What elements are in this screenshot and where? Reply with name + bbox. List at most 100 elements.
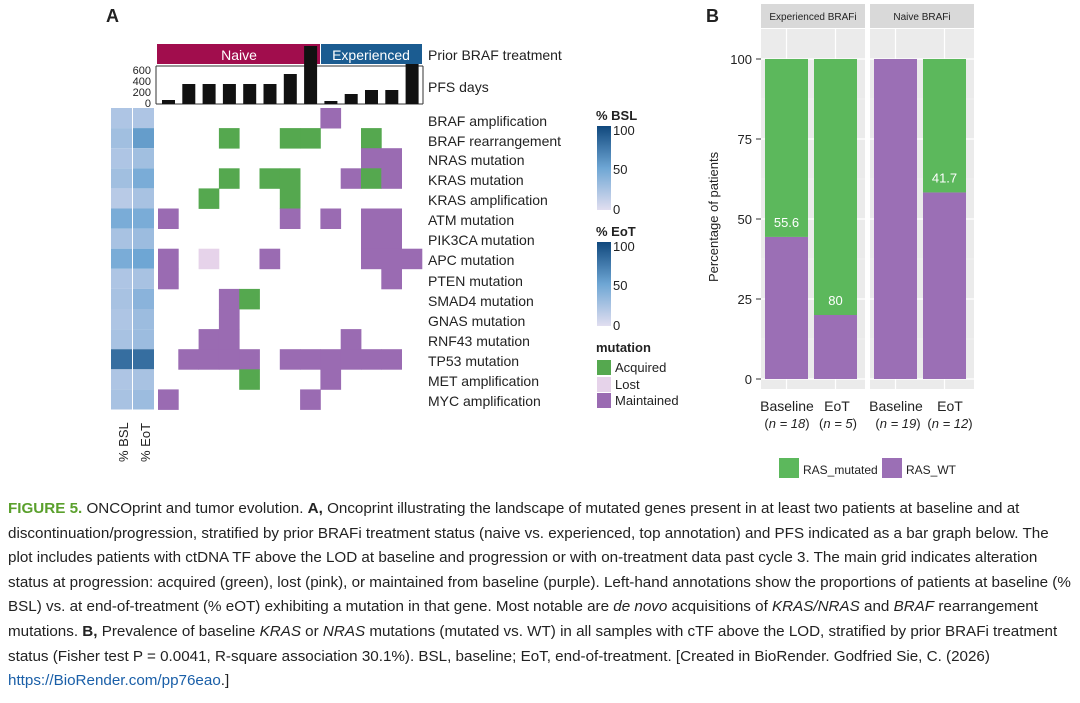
pfs-label: PFS days bbox=[428, 79, 489, 95]
caption-italic: de novo bbox=[613, 598, 668, 616]
caption-link[interactable]: https://BioRender.com/pp76eao bbox=[8, 672, 221, 690]
pct-eot-cell bbox=[133, 329, 154, 350]
pfs-bar bbox=[283, 74, 297, 104]
oncoprint-cell-maintained bbox=[381, 268, 402, 290]
n-label: (n = 12) bbox=[927, 416, 972, 431]
gene-label: GNAS mutation bbox=[428, 313, 525, 329]
legend-bsl-title: % BSL bbox=[596, 108, 637, 123]
legend-eot-tick: 50 bbox=[613, 278, 627, 293]
oncoprint-cell-lost bbox=[198, 248, 220, 270]
pfs-bar bbox=[324, 101, 338, 104]
oncoprint-cell-maintained bbox=[279, 208, 301, 229]
oncoprint-cell-maintained bbox=[158, 248, 179, 270]
pct-bsl-cell bbox=[111, 128, 132, 149]
facet-label-experienced: Experienced BRAFi bbox=[769, 12, 856, 23]
bar-data-label: 55.6 bbox=[774, 215, 799, 230]
gene-label: APC mutation bbox=[428, 252, 514, 268]
caption-text: ONCOprint and tumor evolution. bbox=[82, 500, 308, 517]
percent-columns bbox=[111, 108, 154, 410]
oncoprint-cell-acquired bbox=[279, 168, 301, 189]
pct-bsl-cell bbox=[111, 208, 132, 229]
pfs-bar bbox=[222, 84, 236, 104]
pct-bsl-cell bbox=[111, 148, 132, 169]
oncoprint-cell-maintained bbox=[361, 208, 382, 229]
gene-label: NRAS mutation bbox=[428, 152, 524, 168]
facet-strip-naive bbox=[870, 4, 974, 28]
pfs-bars bbox=[162, 46, 419, 104]
caption-italic: KRAS bbox=[259, 622, 301, 640]
oncoprint-cell-maintained bbox=[279, 349, 301, 370]
y-tick-label: 25 bbox=[738, 292, 752, 307]
oncoprint-cell-acquired bbox=[218, 168, 240, 189]
oncoprint-cell-maintained bbox=[320, 208, 342, 229]
oncoprint-cell-maintained bbox=[320, 369, 342, 390]
oncoprint-cell-maintained bbox=[381, 228, 402, 250]
pct-eot-cell bbox=[133, 288, 154, 309]
oncoprint-cell-acquired bbox=[279, 128, 301, 149]
pfs-bar bbox=[263, 84, 277, 104]
bar-data-label: 80 bbox=[828, 293, 842, 308]
oncoprint-cell-maintained bbox=[158, 268, 179, 290]
panel-a-letter: A bbox=[106, 6, 119, 26]
pct-eot-cell bbox=[133, 168, 154, 189]
legend-maintained-swatch bbox=[597, 393, 611, 408]
oncoprint-cell-maintained bbox=[198, 329, 220, 350]
legend-mutated-label: RAS_mutated bbox=[803, 463, 878, 477]
legend-bsl-tick: 50 bbox=[613, 162, 627, 177]
label-pct-bsl: % BSL bbox=[116, 422, 131, 462]
pfs-bar bbox=[405, 64, 419, 104]
legend-mutation-title: mutation bbox=[596, 340, 651, 355]
facet-strip-experienced bbox=[761, 4, 865, 28]
oncoprint-cell-acquired bbox=[198, 188, 220, 209]
oncoprint-cell-acquired bbox=[361, 128, 382, 149]
panel-b-y-ticks: 100 75 50 25 0 bbox=[730, 52, 761, 387]
oncoprint-cell-maintained bbox=[340, 168, 362, 189]
oncoprint-cell-maintained bbox=[381, 208, 402, 229]
pfs-bar bbox=[182, 84, 196, 104]
gene-label: RNF43 mutation bbox=[428, 333, 530, 349]
x-label-eot-exp: EoT bbox=[824, 398, 850, 414]
oncoprint-cell-acquired bbox=[361, 168, 382, 189]
oncoprint-cell-acquired bbox=[218, 128, 240, 149]
oncoprint-cell-maintained bbox=[361, 228, 382, 250]
oncoprint-cell-maintained bbox=[401, 248, 423, 270]
pct-bsl-cell bbox=[111, 349, 132, 370]
gene-label: KRAS amplification bbox=[428, 192, 548, 208]
oncoprint-cell-maintained bbox=[239, 349, 260, 370]
gene-label: PTEN mutation bbox=[428, 273, 523, 289]
pfs-bar bbox=[202, 84, 216, 104]
legend-wt-label: RAS_WT bbox=[906, 463, 957, 477]
legend-maintained-label: Maintained bbox=[615, 393, 679, 408]
oncoprint-cell-maintained bbox=[218, 329, 240, 350]
pct-eot-cell bbox=[133, 128, 154, 149]
oncoprint-cell-acquired bbox=[300, 128, 321, 149]
pct-bsl-cell bbox=[111, 108, 132, 129]
y-tick-label: 50 bbox=[738, 212, 752, 227]
label-pct-eot: % EoT bbox=[138, 423, 153, 462]
pct-eot-cell bbox=[133, 228, 154, 249]
y-tick-label: 0 bbox=[745, 372, 752, 387]
oncoprint-cell-maintained bbox=[340, 329, 362, 350]
bar-ras-wt bbox=[814, 315, 857, 379]
oncoprint-cell-acquired bbox=[239, 369, 260, 390]
oncoprint-cell-maintained bbox=[361, 248, 382, 270]
panel-b-ylabel: Percentage of patients bbox=[706, 151, 721, 282]
panel-b-x-labels: Baseline EoT Baseline EoT (n = 18) (n = … bbox=[760, 398, 972, 431]
legend-lost-swatch bbox=[597, 377, 611, 392]
legend-eot-title: % EoT bbox=[596, 224, 636, 239]
gene-label: SMAD4 mutation bbox=[428, 293, 534, 309]
oncoprint-cell-maintained bbox=[361, 148, 382, 169]
caption-text: rearrangement mutations. bbox=[8, 598, 1038, 640]
pct-eot-cell bbox=[133, 369, 154, 390]
caption-italic: NRAS bbox=[322, 622, 366, 640]
legend-bsl-gradient bbox=[597, 126, 611, 210]
pct-bsl-cell bbox=[111, 309, 132, 330]
gene-label: BRAF amplification bbox=[428, 113, 547, 129]
pct-bsl-cell bbox=[111, 228, 132, 249]
annotation-title: Prior BRAF treatment bbox=[428, 47, 562, 63]
caption-panel-b: B, bbox=[82, 622, 98, 640]
oncoprint-cell-maintained bbox=[340, 349, 362, 370]
oncoprint-cell-maintained bbox=[320, 349, 342, 370]
pfs-bar bbox=[304, 46, 318, 104]
pfs-bar bbox=[385, 90, 399, 104]
